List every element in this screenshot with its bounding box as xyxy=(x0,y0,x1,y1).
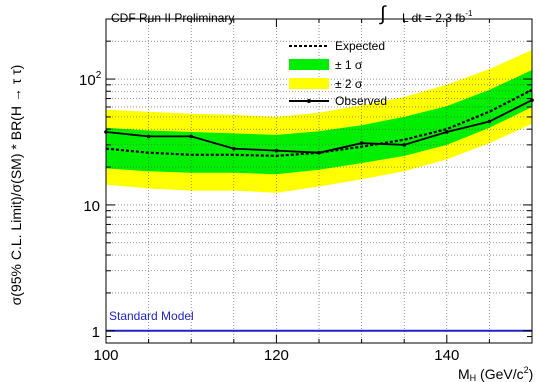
observed-point xyxy=(487,119,492,124)
legend-1sigma-label: ± 1 σ xyxy=(335,58,363,72)
x-axis-label-units-close: ) xyxy=(529,366,534,382)
legend-2sigma-label: ± 2 σ xyxy=(335,77,363,91)
observed-point xyxy=(317,150,321,155)
legend-expected-label: Expected xyxy=(335,39,385,53)
x-axis-label-units-superscript: 2 xyxy=(524,365,529,375)
legend-1sigma-swatch xyxy=(289,59,329,70)
integral-symbol: ∫ xyxy=(379,3,387,25)
observed-point xyxy=(232,146,236,151)
standard-model-label: Standard Model xyxy=(109,309,194,323)
observed-point xyxy=(402,143,407,147)
luminosity-label: L dt = 2.3 fb-1 xyxy=(402,9,473,25)
luminosity-text: L dt = 2.3 fb xyxy=(402,11,466,25)
observed-point xyxy=(146,134,151,139)
luminosity-superscript: -1 xyxy=(465,9,473,18)
ticks-layer: 100 120 140 1 10 102 xyxy=(79,18,533,364)
observed-point xyxy=(445,130,449,134)
legend: Expected ± 1 σ ± 2 σ Observed xyxy=(289,39,387,108)
expected-line xyxy=(105,88,533,158)
legend-2sigma-swatch xyxy=(289,78,329,89)
y-tick-label: 10 xyxy=(83,198,100,215)
observed-point xyxy=(274,148,279,153)
y-tick-label: 102 xyxy=(79,70,102,89)
x-tick-label: 100 xyxy=(93,347,118,364)
x-axis-label-text: M xyxy=(458,366,470,382)
observed-point xyxy=(359,141,364,145)
observed-point xyxy=(189,134,193,139)
legend-observed-marker xyxy=(307,99,311,103)
x-axis-label-units: (GeV/c xyxy=(476,366,523,382)
x-tick-label: 140 xyxy=(434,347,459,364)
x-axis-label-subscript: H xyxy=(470,373,477,382)
x-axis-label: MH (GeV/c2) xyxy=(458,365,533,382)
y-axis-label: σ(95% C.L. Limit)/σ(SM) * BR(H → τ τ) xyxy=(8,65,24,306)
x-tick-label: 120 xyxy=(264,347,289,364)
lines-layer xyxy=(104,88,534,332)
header-left-label: CDF Run II Preliminary xyxy=(111,11,234,25)
legend-observed-label: Observed xyxy=(335,94,387,108)
y-tick-label: 1 xyxy=(92,324,100,341)
band-1sigma xyxy=(106,70,532,175)
